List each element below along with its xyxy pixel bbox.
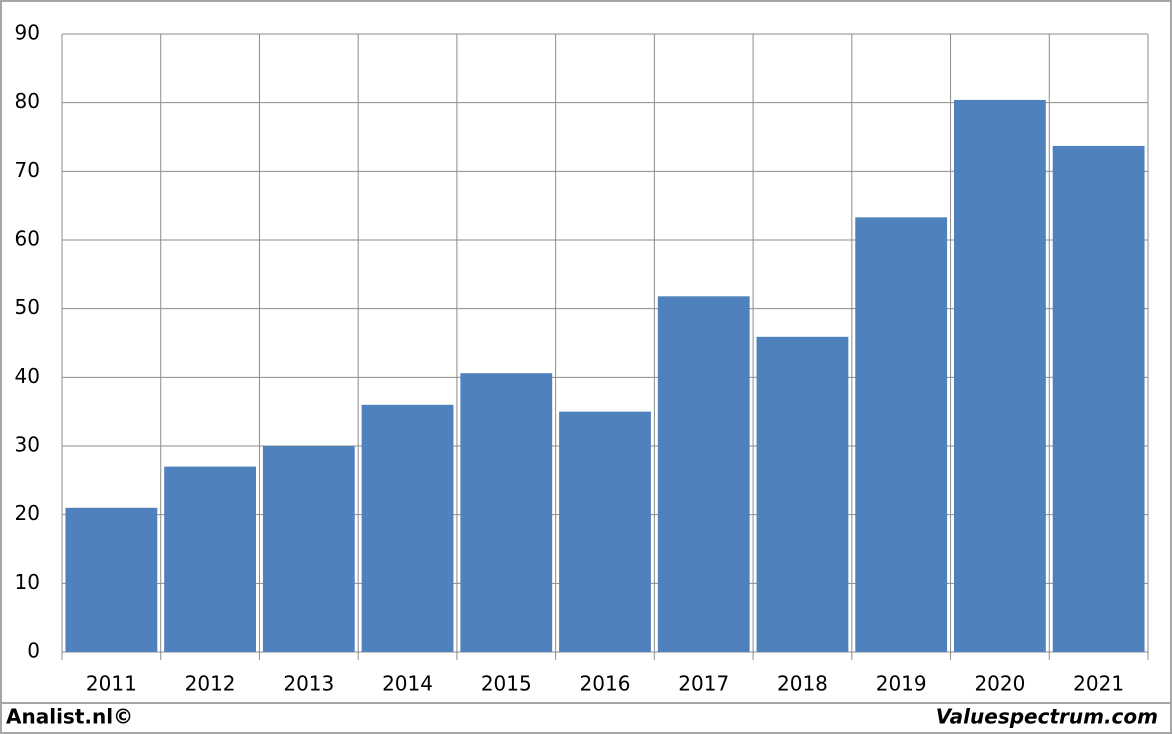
y-tick-label: 50 xyxy=(15,295,40,319)
y-tick-label: 0 xyxy=(27,639,40,663)
x-tick-label: 2019 xyxy=(876,672,927,696)
bar xyxy=(1052,145,1145,652)
x-tick-label: 2020 xyxy=(974,672,1025,696)
y-tick-label: 10 xyxy=(15,570,40,594)
footer-right: Valuespectrum.com xyxy=(936,705,1158,729)
y-tick-label: 40 xyxy=(15,364,40,388)
bar xyxy=(657,296,750,652)
y-tick-label: 90 xyxy=(15,21,40,45)
bar xyxy=(559,411,651,652)
x-tick-label: 2021 xyxy=(1073,672,1124,696)
y-tick-label: 30 xyxy=(15,433,40,457)
x-tick-label: 2012 xyxy=(185,672,236,696)
bar xyxy=(361,404,454,652)
x-tick-label: 2017 xyxy=(678,672,729,696)
bar xyxy=(756,336,849,652)
x-tick-label: 2016 xyxy=(580,672,631,696)
bar xyxy=(460,373,553,652)
x-tick-label: 2015 xyxy=(481,672,532,696)
footer-left: Analist.nl© xyxy=(6,705,133,729)
y-tick-label: 20 xyxy=(15,501,40,525)
y-tick-label: 70 xyxy=(15,158,40,182)
x-tick-label: 2013 xyxy=(283,672,334,696)
y-tick-label: 80 xyxy=(15,89,40,113)
bar xyxy=(65,507,158,652)
bar xyxy=(164,466,256,652)
bar xyxy=(954,99,1046,653)
x-tick-label: 2011 xyxy=(86,672,137,696)
x-tick-label: 2018 xyxy=(777,672,828,696)
x-tick-label: 2014 xyxy=(382,672,433,696)
bar xyxy=(262,446,355,652)
y-tick-label: 60 xyxy=(15,227,40,251)
bar xyxy=(855,217,948,652)
